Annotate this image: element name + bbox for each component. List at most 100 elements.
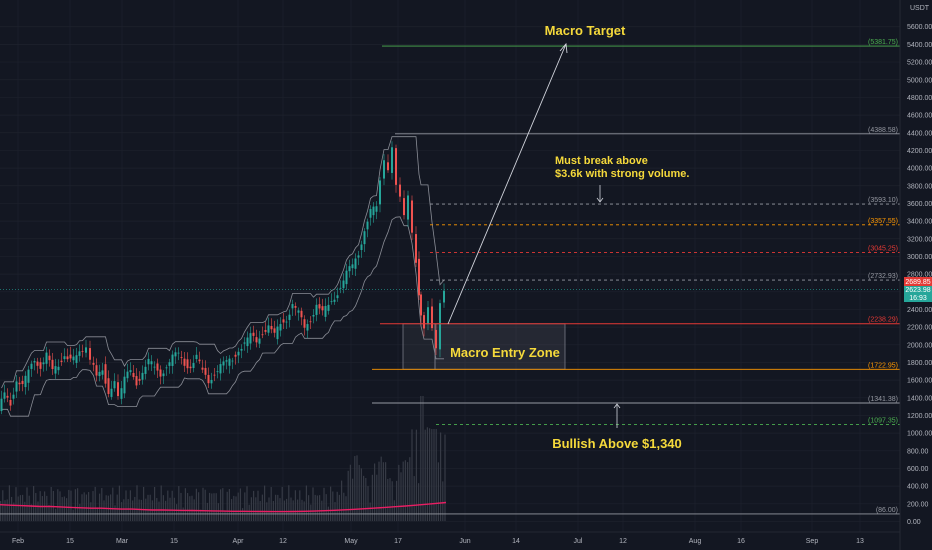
- candle-body: [210, 379, 213, 384]
- volume-bar: [391, 481, 393, 521]
- volume-bar: [367, 486, 369, 521]
- candle-body: [81, 351, 84, 352]
- volume-bar: [253, 490, 255, 521]
- candle-body: [423, 315, 425, 329]
- y-tick-label: 1200.00: [907, 413, 932, 420]
- x-tick-label: 12: [619, 538, 627, 545]
- y-tick-label: 800.00: [907, 448, 929, 455]
- macro-entry-zone-label[interactable]: Macro Entry Zone: [450, 345, 560, 360]
- candle-body: [246, 337, 249, 347]
- volume-bar: [169, 497, 171, 521]
- volume-bar: [30, 504, 32, 521]
- candle-body: [357, 255, 360, 258]
- volume-bar: [330, 486, 332, 521]
- candle-body: [225, 360, 228, 362]
- price-level-label: (2238.29): [868, 317, 898, 324]
- channel-lower-band: [1, 216, 444, 417]
- candle-body: [207, 374, 210, 384]
- volume-bar: [17, 496, 19, 521]
- candle-body: [258, 338, 261, 344]
- volume-bar: [286, 498, 288, 521]
- countdown-value: 16:93: [909, 295, 927, 302]
- volume-bar: [264, 485, 266, 521]
- candle-body: [78, 351, 81, 356]
- candle-body: [162, 373, 165, 377]
- volume-bar: [35, 492, 37, 521]
- must-break-label-line1[interactable]: Must break above: [555, 155, 648, 167]
- candle-body: [113, 381, 116, 389]
- volume-bar: [112, 487, 114, 521]
- volume-bar: [125, 490, 127, 521]
- current-price-value: 2689.85: [905, 279, 930, 286]
- macro-target-arrow-head: [559, 42, 568, 54]
- candle-body: [315, 304, 318, 315]
- price-axis[interactable]: 0.00 200.00 400.00 600.00 800.00 1000.00 1200.…: [899, 0, 932, 550]
- candle-body: [66, 356, 69, 360]
- candle-body: [198, 359, 201, 362]
- candle-body: [348, 266, 351, 272]
- volume-bar: [347, 470, 349, 521]
- volume-bar: [422, 396, 424, 521]
- candle-body: [273, 328, 276, 333]
- entry-zone-inner-box[interactable]: [402, 323, 436, 370]
- volume-bar: [178, 486, 180, 521]
- y-tick-label: 4800.00: [907, 95, 932, 102]
- volume-bar: [147, 494, 149, 521]
- y-tick-label: 5000.00: [907, 77, 932, 84]
- volume-bar: [77, 488, 79, 521]
- candle-body: [138, 378, 141, 381]
- candle-body: [57, 366, 60, 371]
- y-tick-label: 600.00: [907, 466, 929, 473]
- x-tick-label: May: [344, 538, 358, 545]
- volume-bar: [224, 510, 226, 521]
- candle-body: [85, 347, 87, 353]
- volume-bar: [442, 481, 444, 521]
- candle-body: [288, 314, 291, 320]
- candle-body: [39, 362, 42, 369]
- candle-body: [252, 332, 255, 336]
- volume-bar: [228, 489, 230, 521]
- macro-target-label[interactable]: Macro Target: [545, 23, 626, 38]
- candle-body: [279, 324, 282, 331]
- candle-body: [174, 352, 177, 357]
- volume-bar: [41, 496, 43, 521]
- candle-body: [321, 306, 324, 311]
- time-axis[interactable]: Feb 15 Mar 15 Apr 12 May 17 Jun 14 Jul 12 Aug 16 Sep 13: [0, 531, 900, 545]
- volume-bar: [226, 491, 228, 521]
- macro-target-arrow[interactable]: [447, 43, 567, 325]
- volume-bar: [299, 490, 301, 521]
- volume-bar: [99, 493, 101, 521]
- volume-bar: [345, 496, 347, 521]
- candle-body: [219, 364, 222, 374]
- price-level-label: (86.00): [876, 507, 898, 514]
- bullish-above-label[interactable]: Bullish Above $1,340: [552, 436, 682, 451]
- volume-bar: [127, 499, 129, 521]
- candle-body: [135, 376, 138, 386]
- volume-bar: [396, 480, 398, 521]
- candle-body: [3, 392, 6, 399]
- countdown-badge: [904, 294, 932, 302]
- candle-body: [0, 398, 3, 412]
- volume-bar: [411, 429, 413, 521]
- x-tick-label: Jul: [574, 538, 583, 545]
- volume-bar: [24, 501, 26, 521]
- volume-bar: [61, 497, 63, 521]
- volume-bar: [440, 432, 442, 521]
- volume-bar: [354, 456, 356, 521]
- price-level-label: (2732.93): [868, 273, 898, 280]
- candle-body: [439, 303, 441, 350]
- volume-bar: [158, 501, 160, 521]
- candle-body: [110, 388, 113, 397]
- candle-body: [195, 354, 198, 360]
- volume-bar: [393, 500, 395, 521]
- candle-body: [129, 370, 132, 373]
- must-break-label-line2[interactable]: $3.6k with strong volume.: [555, 168, 689, 180]
- y-tick-label: 2200.00: [907, 325, 932, 332]
- y-tick-label: 5600.00: [907, 24, 932, 31]
- y-tick-label: 2800.00: [907, 272, 932, 279]
- candle-body: [21, 380, 24, 384]
- volume-bar: [198, 492, 200, 521]
- y-tick-label: 4400.00: [907, 130, 932, 137]
- volume-bar: [378, 461, 380, 521]
